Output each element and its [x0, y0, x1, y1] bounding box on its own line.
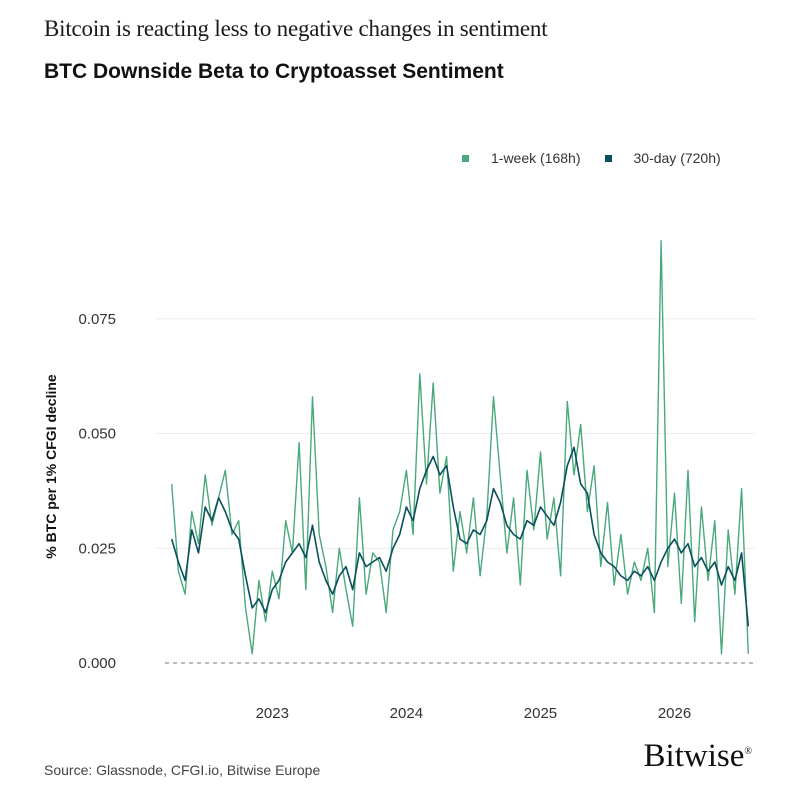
- y-tick-label: 0.000: [78, 655, 116, 672]
- legend-item-30day: 30-day (720h): [604, 150, 721, 166]
- legend: 1-week (168h) 30-day (720h): [462, 150, 745, 166]
- legend-label-1week: 1-week (168h): [491, 150, 581, 166]
- chart-subtitle: Bitcoin is reacting less to negative cha…: [44, 16, 548, 41]
- legend-item-1week: 1-week (168h): [462, 150, 581, 166]
- x-tick-label: 2024: [390, 705, 423, 722]
- source-note: Source: Glassnode, CFGI.io, Bitwise Euro…: [44, 762, 321, 778]
- x-tick-label: 2026: [658, 705, 691, 722]
- series-line-1week: [171, 240, 749, 655]
- legend-swatch-30day: [604, 154, 612, 162]
- x-tick-label: 2023: [256, 705, 289, 722]
- series-line-30day: [170, 446, 750, 627]
- legend-label-30day: 30-day (720h): [633, 150, 721, 166]
- x-tick-label: 2025: [524, 705, 557, 722]
- y-tick-label: 0.025: [78, 540, 116, 557]
- legend-swatch-1week: [462, 154, 469, 162]
- y-tick-label: 0.050: [78, 426, 116, 443]
- y-tick-label: 0.075: [78, 311, 116, 328]
- y-axis-label: % BTC per 1% CFGI decline: [43, 374, 59, 559]
- chart-title: BTC Downside Beta to Cryptoasset Sentime…: [44, 60, 504, 83]
- bitwise-logo: Bitwise®: [643, 738, 752, 774]
